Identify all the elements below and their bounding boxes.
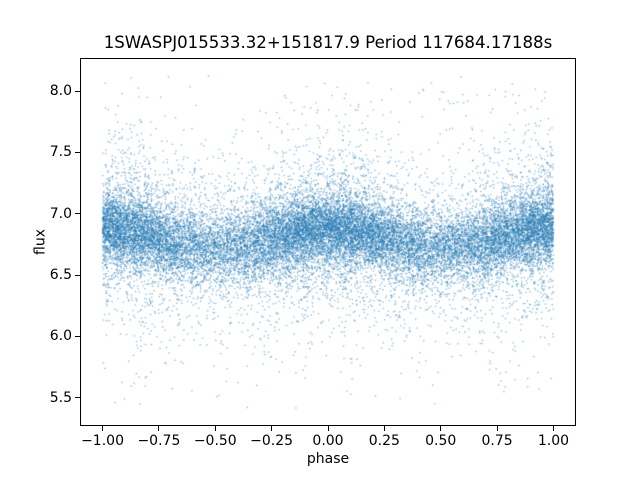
y-tick-label: 6.0 <box>49 328 72 345</box>
x-tick-mark <box>271 426 273 431</box>
x-tick-label: 0.00 <box>312 433 344 449</box>
y-tick-mark <box>75 90 80 92</box>
y-tick-label: 5.5 <box>49 389 72 406</box>
x-tick-mark <box>102 426 104 431</box>
y-tick-mark <box>75 274 80 276</box>
y-tick-mark <box>75 151 80 153</box>
x-tick-label: −0.50 <box>193 433 237 449</box>
y-tick-label: 7.5 <box>49 144 72 161</box>
y-tick-label: 7.0 <box>49 205 72 222</box>
x-axis-label: phase <box>306 451 350 467</box>
x-tick-mark <box>214 426 216 431</box>
y-tick-label: 8.0 <box>49 83 72 100</box>
x-tick-mark <box>327 426 329 431</box>
x-tick-mark <box>383 426 385 431</box>
x-tick-mark <box>158 426 160 431</box>
x-tick-label: −1.00 <box>81 433 124 449</box>
x-tick-mark <box>496 426 498 431</box>
y-tick-label: 6.5 <box>49 267 72 284</box>
x-tick-label: 0.75 <box>481 433 513 449</box>
y-axis-label: flux <box>32 229 49 255</box>
x-tick-label: −0.75 <box>137 433 181 449</box>
y-tick-mark <box>75 397 80 399</box>
chart-title: 1SWASPJ015533.32+151817.9 Period 117684.… <box>103 33 553 52</box>
x-tick-label: −0.25 <box>250 433 294 449</box>
x-tick-label: 0.25 <box>368 433 400 449</box>
scatter-points-canvas <box>80 58 576 426</box>
y-tick-mark <box>75 335 80 337</box>
x-tick-mark <box>440 426 442 431</box>
x-tick-label: 0.50 <box>425 433 457 449</box>
x-tick-mark <box>552 426 554 431</box>
y-tick-mark <box>75 213 80 215</box>
x-tick-label: 1.00 <box>537 433 570 449</box>
